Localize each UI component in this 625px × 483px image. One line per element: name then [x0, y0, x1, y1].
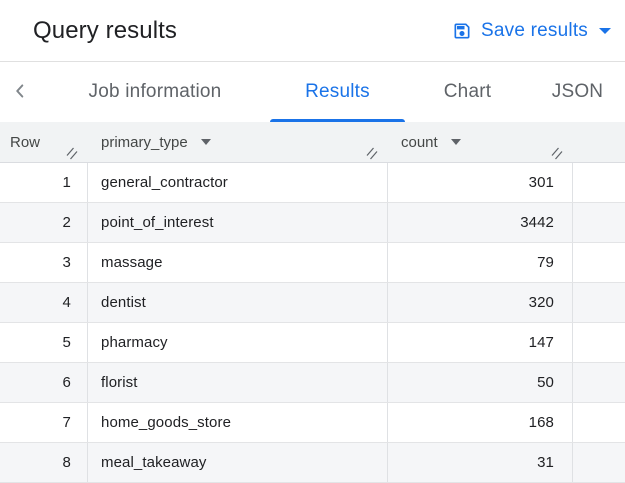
cell-primary-type: general_contractor — [88, 163, 388, 202]
cell-row-number: 2 — [0, 203, 88, 242]
save-results-label: Save results — [481, 19, 588, 41]
chevron-down-icon — [599, 27, 611, 34]
cell-primary-type: florist — [88, 363, 388, 402]
cell-row-number: 3 — [0, 243, 88, 282]
table-row: 8 meal_takeaway 31 — [0, 443, 625, 483]
cell-count: 320 — [388, 283, 573, 322]
chevron-left-icon — [9, 80, 31, 105]
tab-scroll-left-button[interactable] — [0, 62, 40, 122]
tab-label: Results — [305, 81, 370, 102]
table-row: 1 general_contractor 301 — [0, 163, 625, 203]
column-header-count[interactable]: count — [388, 122, 573, 162]
results-tabbar: Job information Results Chart JSON — [0, 62, 625, 122]
cell-filler — [573, 403, 625, 442]
cell-filler — [573, 243, 625, 282]
cell-row-number: 5 — [0, 323, 88, 362]
cell-filler — [573, 323, 625, 362]
cell-row-number: 8 — [0, 443, 88, 482]
resize-handle-icon[interactable] — [551, 147, 564, 160]
table-row: 6 florist 50 — [0, 363, 625, 403]
tab-label: JSON — [551, 81, 604, 102]
cell-count: 50 — [388, 363, 573, 402]
column-label: Row — [10, 133, 41, 151]
chevron-down-icon[interactable] — [450, 139, 461, 145]
save-icon — [452, 21, 472, 41]
chevron-down-icon[interactable] — [200, 139, 211, 145]
cell-primary-type: meal_takeaway — [88, 443, 388, 482]
table-row: 5 pharmacy 147 — [0, 323, 625, 363]
cell-primary-type: point_of_interest — [88, 203, 388, 242]
column-header-filler — [573, 122, 625, 162]
column-header-primary-type[interactable]: primary_type — [88, 122, 388, 162]
tab-job-information[interactable]: Job information — [40, 62, 270, 122]
cell-filler — [573, 283, 625, 322]
cell-filler — [573, 203, 625, 242]
tab-label: Chart — [443, 81, 492, 102]
tab-results[interactable]: Results — [270, 62, 405, 122]
table-row: 2 point_of_interest 3442 — [0, 203, 625, 243]
cell-count: 147 — [388, 323, 573, 362]
column-header-row: Row — [0, 122, 88, 162]
cell-count: 79 — [388, 243, 573, 282]
cell-primary-type: home_goods_store — [88, 403, 388, 442]
table-row: 4 dentist 320 — [0, 283, 625, 323]
tab-chart[interactable]: Chart — [405, 62, 530, 122]
cell-row-number: 4 — [0, 283, 88, 322]
table-body: 1 general_contractor 301 2 point_of_inte… — [0, 163, 625, 483]
cell-filler — [573, 163, 625, 202]
cell-filler — [573, 443, 625, 482]
save-results-button[interactable]: Save results — [452, 20, 611, 42]
table-row: 7 home_goods_store 168 — [0, 403, 625, 443]
cell-row-number: 7 — [0, 403, 88, 442]
cell-primary-type: pharmacy — [88, 323, 388, 362]
table-header-row: Row primary_type count — [0, 122, 625, 163]
cell-row-number: 1 — [0, 163, 88, 202]
tab-label: Job information — [88, 81, 222, 102]
column-label: count — [401, 133, 438, 151]
table-row: 3 massage 79 — [0, 243, 625, 283]
cell-primary-type: massage — [88, 243, 388, 282]
query-results-table: Row primary_type count — [0, 122, 625, 483]
cell-primary-type: dentist — [88, 283, 388, 322]
resize-handle-icon[interactable] — [66, 147, 79, 160]
query-results-header: Query results Save results — [0, 0, 625, 62]
column-label: primary_type — [101, 133, 188, 151]
cell-filler — [573, 363, 625, 402]
cell-count: 301 — [388, 163, 573, 202]
cell-count: 3442 — [388, 203, 573, 242]
cell-count: 31 — [388, 443, 573, 482]
cell-count: 168 — [388, 403, 573, 442]
tab-json[interactable]: JSON — [530, 62, 625, 122]
cell-row-number: 6 — [0, 363, 88, 402]
page-title: Query results — [33, 16, 178, 44]
resize-handle-icon[interactable] — [366, 147, 379, 160]
